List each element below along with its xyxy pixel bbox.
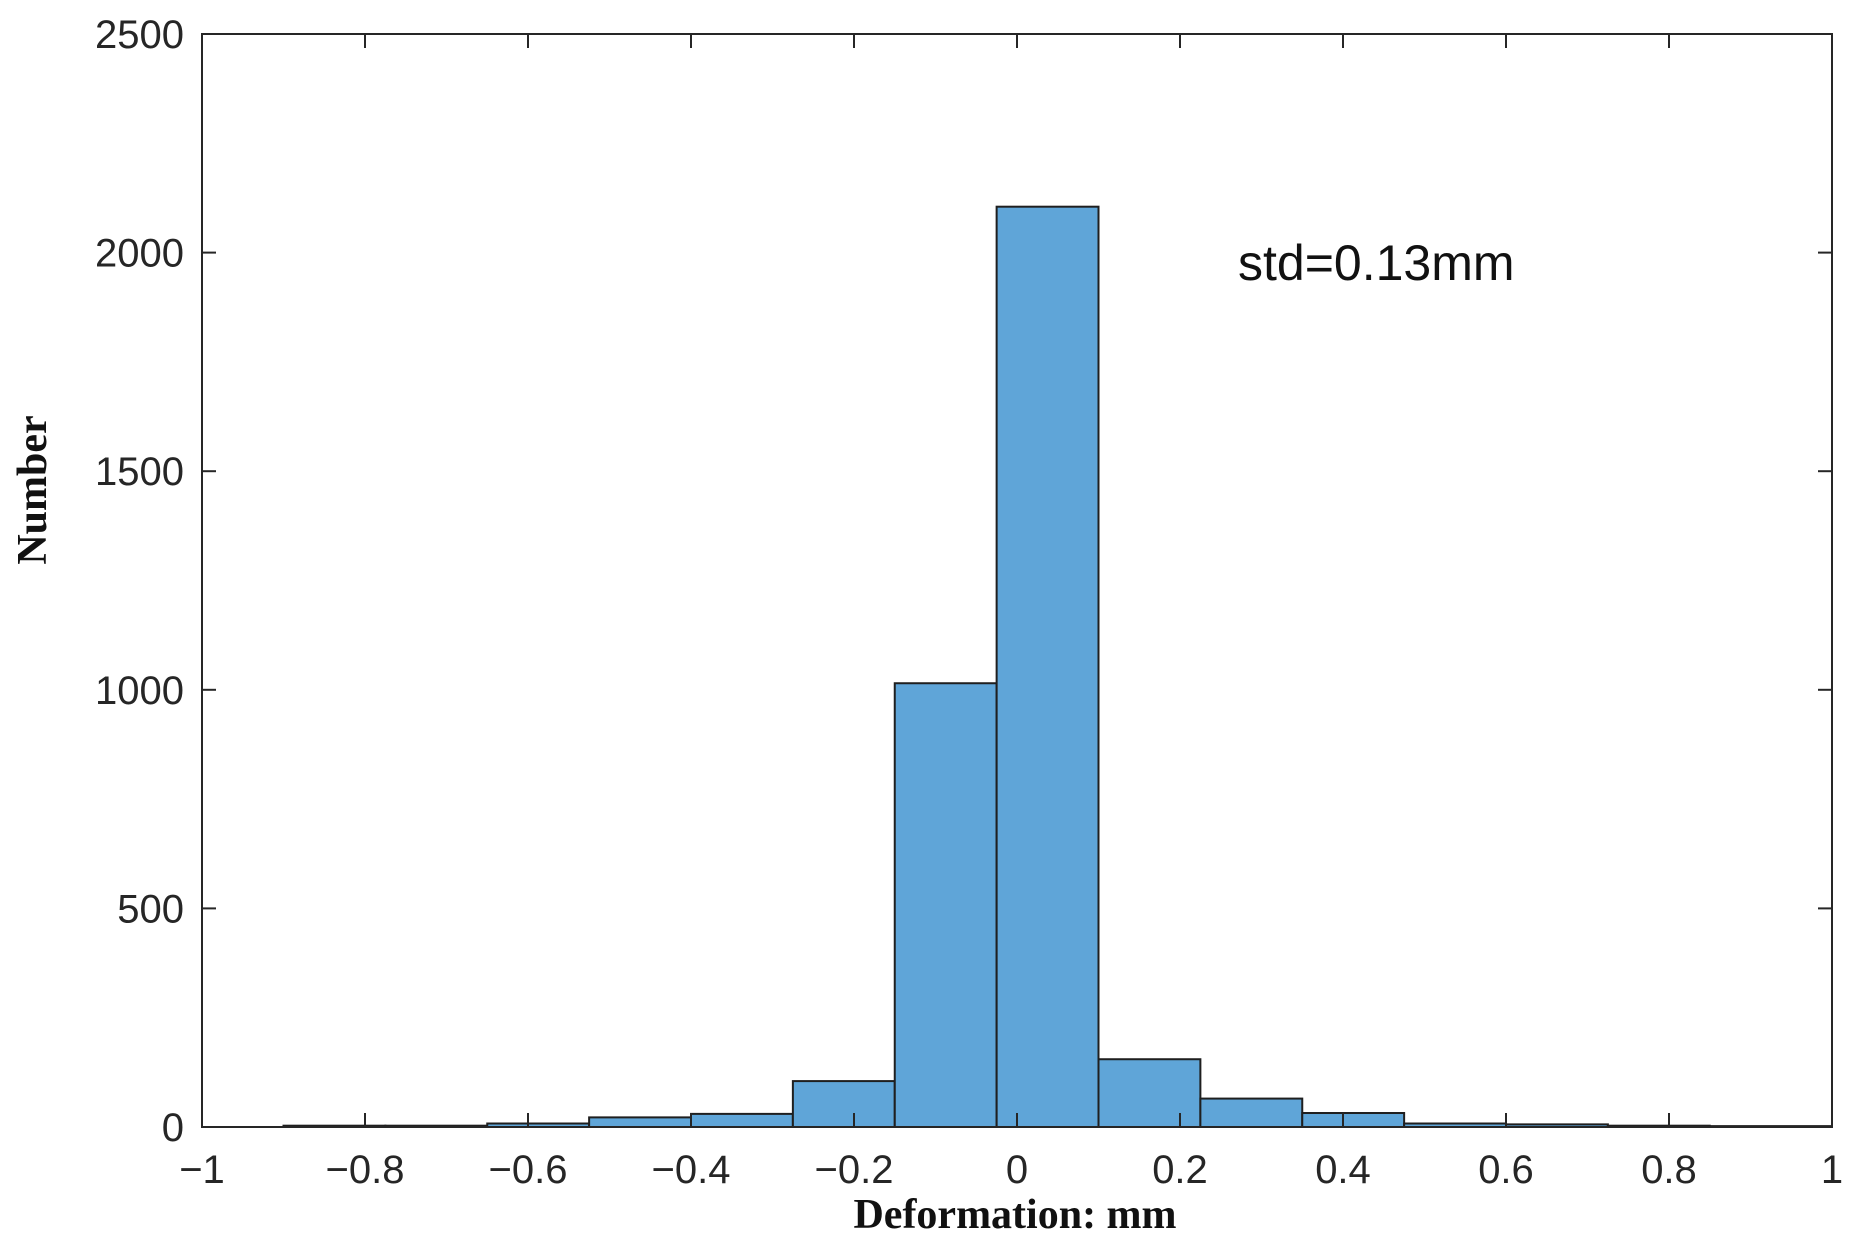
histogram-bar [1097,1058,1202,1129]
x-tick-label: 0.4 [1315,1148,1371,1192]
x-tick-label: −1 [179,1148,225,1192]
x-tick-label: −0.8 [326,1148,405,1192]
axis-ticks [201,33,1833,1128]
axis-tick-labels: −1 −0.8 −0.6 −0.4 −0.2 0 0.2 0.4 0.6 0.8 1 0 500 1000… [95,13,1843,1192]
histogram-bar [995,205,1100,1129]
x-tick-label: 0 [1006,1148,1028,1192]
histogram-bar [588,1116,692,1128]
x-tick-label: 0.6 [1478,1148,1534,1192]
y-axis-label: Number [10,415,56,564]
y-tick-label: 2000 [95,232,184,276]
y-tick-label: 0 [162,1106,184,1150]
histogram-bar [1301,1112,1406,1129]
x-tick-label: 1 [1821,1148,1843,1192]
std-annotation: std=0.13mm [1238,235,1515,291]
histogram-bar [1199,1097,1304,1129]
histogram-bar [893,682,998,1128]
y-tick-label: 1000 [95,669,184,713]
x-tick-label: 0.2 [1152,1148,1208,1192]
x-tick-label: −0.6 [489,1148,568,1192]
y-tick-label: 1500 [95,450,184,494]
histogram-bar [791,1080,896,1128]
y-tick-label: 500 [117,887,184,931]
x-axis-label: Deformation: mm [853,1192,1176,1238]
x-tick-label: −0.4 [652,1148,731,1192]
x-tick-label: 0.8 [1641,1148,1697,1192]
x-tick-label: −0.2 [815,1148,894,1192]
histogram-bars [282,205,1833,1129]
y-tick-label: 2500 [95,13,184,57]
histogram-bar [690,1112,794,1129]
